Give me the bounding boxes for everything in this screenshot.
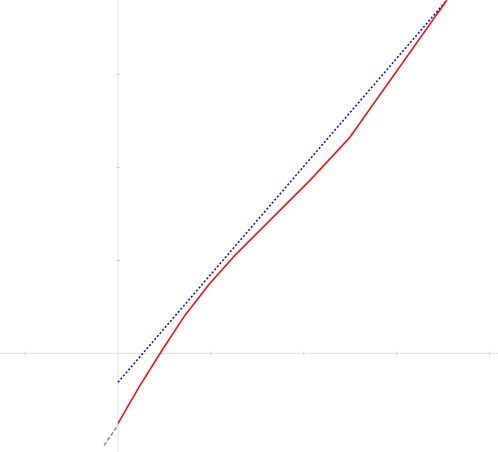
line [117, 0, 448, 383]
line [103, 424, 119, 446]
line [117, 0, 448, 424]
